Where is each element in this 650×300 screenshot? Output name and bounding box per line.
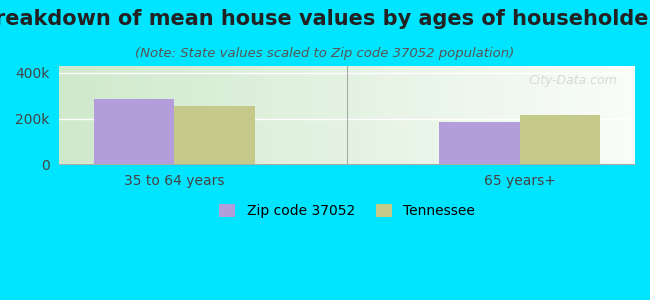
Bar bbox=[94, 99, 174, 164]
Bar bbox=[520, 115, 601, 164]
Legend: Zip code 37052, Tennessee: Zip code 37052, Tennessee bbox=[213, 199, 481, 224]
Bar bbox=[439, 122, 520, 164]
Bar bbox=[174, 106, 255, 164]
Text: Breakdown of mean house values by ages of householders: Breakdown of mean house values by ages o… bbox=[0, 9, 650, 29]
Text: City-Data.com: City-Data.com bbox=[529, 74, 617, 87]
Text: (Note: State values scaled to Zip code 37052 population): (Note: State values scaled to Zip code 3… bbox=[135, 46, 515, 59]
